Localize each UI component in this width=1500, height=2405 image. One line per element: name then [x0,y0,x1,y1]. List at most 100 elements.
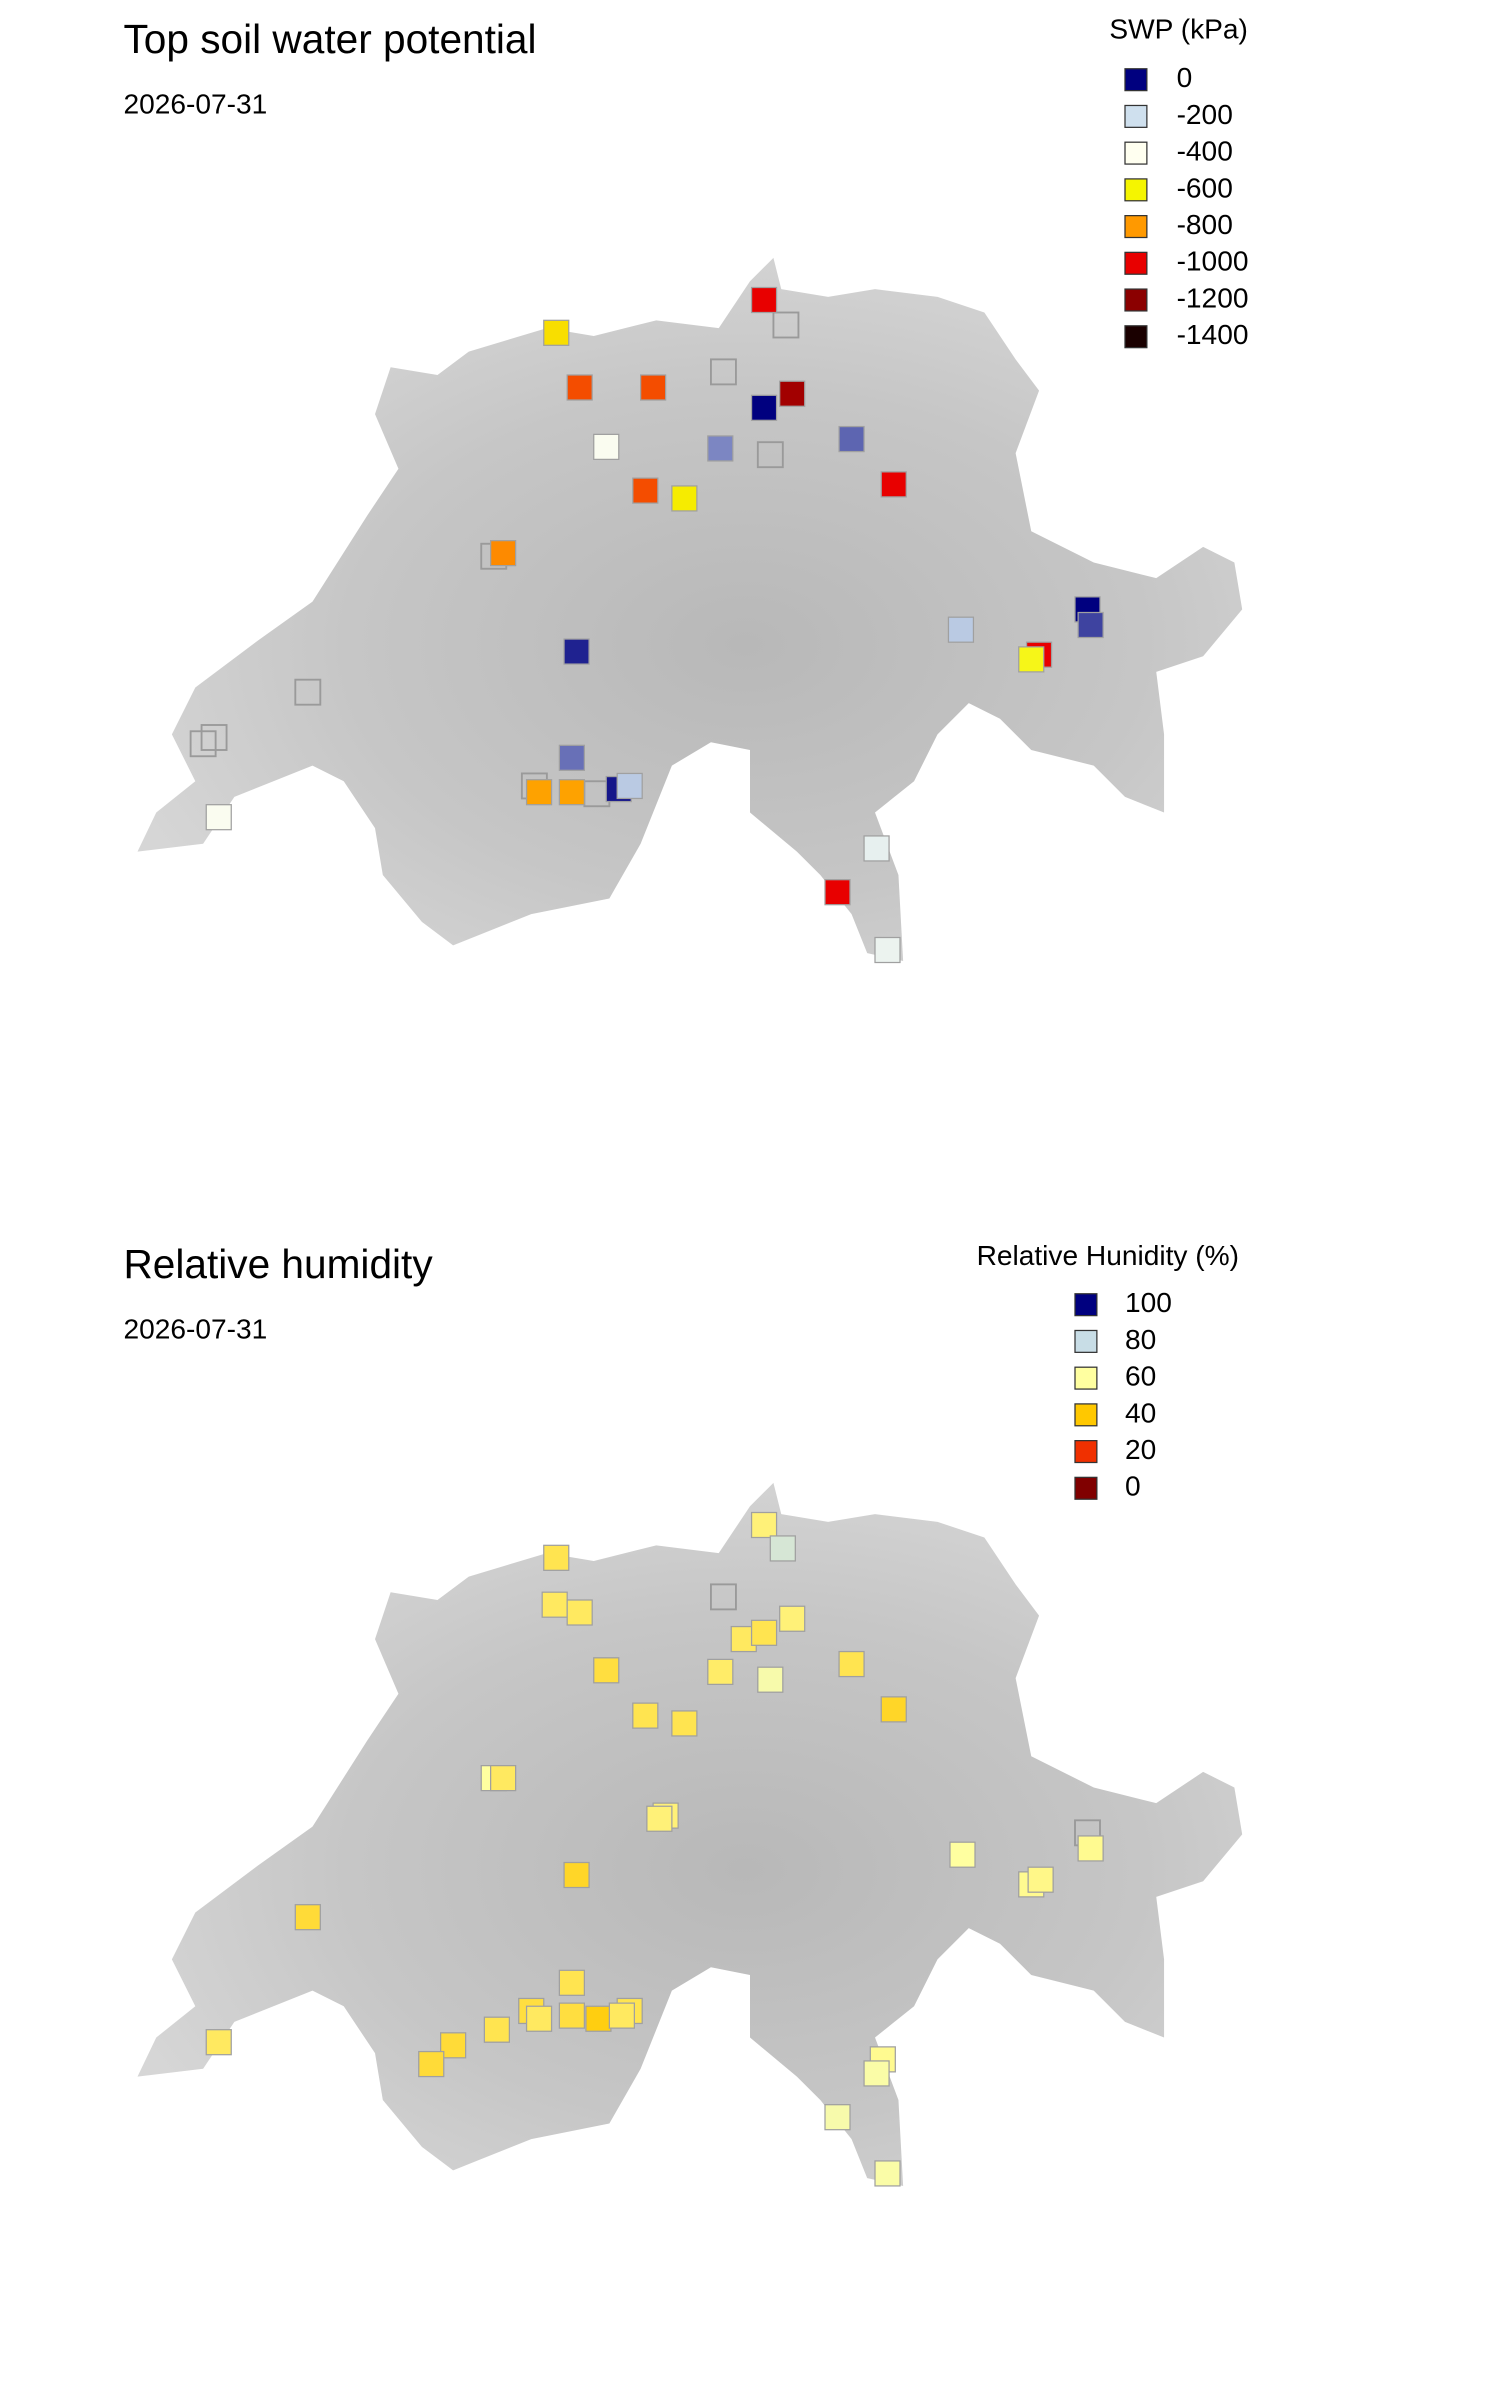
station-no-data [756,441,784,469]
station-marker [707,435,734,462]
station-marker [205,2029,232,2056]
legend-swatch [1124,325,1148,349]
station-marker [863,2060,890,2087]
legend-swatch [1124,178,1148,202]
station-marker [593,433,620,460]
station-marker [566,374,593,401]
station-no-data [710,358,737,386]
station-no-data [294,678,322,706]
station-marker [874,936,901,964]
station-marker [824,879,851,906]
station-marker [616,772,643,800]
legend-swatch [1074,1476,1098,1500]
station-marker [593,1657,620,1684]
station-marker [558,2002,585,2029]
legend-swatch [1124,215,1148,239]
station-marker [750,1619,778,1646]
station-marker [1077,1835,1104,1862]
station-marker [838,1650,865,1678]
legend-title: SWP (kPa) [1109,14,1248,45]
panel-title: Relative humidity [123,1241,433,1287]
station-marker [874,2160,901,2187]
station-marker [541,1591,568,1618]
legend-label: -400 [1177,136,1233,167]
station-marker [558,779,585,806]
legend-label: -1400 [1177,319,1249,350]
station-marker [671,485,698,512]
station-marker [640,374,667,401]
legend-label: -1200 [1177,282,1249,313]
station-marker [543,319,570,346]
station-marker [779,380,806,407]
station-marker [1018,646,1045,673]
station-marker [608,2002,635,2029]
station-marker [525,779,553,806]
station-marker [947,616,975,643]
station-marker [585,2005,612,2032]
legend-swatch [1124,251,1148,275]
legend-label: -800 [1177,209,1233,240]
station-marker [543,1544,570,1571]
legend-label: -1000 [1177,246,1249,277]
station-no-data [772,311,800,339]
legend-label: 100 [1125,1287,1172,1318]
panel-date: 2026-07-31 [123,1314,267,1345]
station-marker [750,1511,778,1539]
legend-swatch [1074,1329,1098,1353]
legend-swatch [1124,104,1148,128]
legend-swatch [1124,68,1148,92]
station-marker [525,2005,553,2032]
station-marker [671,1710,698,1737]
station-marker [949,1841,976,1868]
station-marker [863,835,890,862]
legend-swatch [1074,1293,1098,1317]
station-marker [558,1969,585,1996]
station-marker [750,394,778,421]
station-marker [566,1599,593,1626]
legend-swatch [1074,1440,1098,1464]
station-marker [632,477,659,504]
station-marker [558,744,585,771]
station-marker [490,540,517,567]
station-marker [563,638,590,665]
legend-label: 0 [1177,62,1193,93]
station-marker [205,804,232,831]
station-marker [490,1765,517,1792]
station-marker [838,425,865,453]
legend-swatch [1124,288,1148,312]
station-marker [769,1535,796,1562]
station-marker [880,1696,907,1723]
station-marker [880,471,907,498]
station-marker [1027,1866,1054,1893]
legend-label: -600 [1177,172,1233,203]
station-marker [757,1666,784,1693]
panel-date: 2026-07-31 [123,89,267,120]
station-marker [563,1861,590,1889]
legend-label: -200 [1177,99,1233,130]
legend-swatch [1074,1366,1098,1390]
legend-label: 0 [1125,1471,1141,1502]
station-marker [750,286,778,314]
panel-title: Top soil water potential [123,16,536,62]
station-marker [632,1702,659,1729]
station-marker [779,1605,806,1632]
station-marker [707,1658,734,1685]
legend-label: 20 [1125,1434,1156,1465]
country-outline [137,1482,1243,2186]
legend-swatch [1124,141,1148,165]
station-marker [824,2104,851,2131]
station-no-data [200,724,228,751]
station-no-data [710,1583,737,1611]
station-marker [1077,611,1104,639]
station-marker [483,2016,510,2043]
legend-label: 80 [1125,1324,1156,1355]
station-marker [418,2050,445,2078]
station-marker [646,1805,673,1832]
legend-label: 60 [1125,1361,1156,1392]
legend-title: Relative Hunidity (%) [977,1240,1239,1271]
station-marker [440,2032,467,2059]
station-no-data [189,730,217,758]
legend-swatch [1074,1403,1098,1427]
